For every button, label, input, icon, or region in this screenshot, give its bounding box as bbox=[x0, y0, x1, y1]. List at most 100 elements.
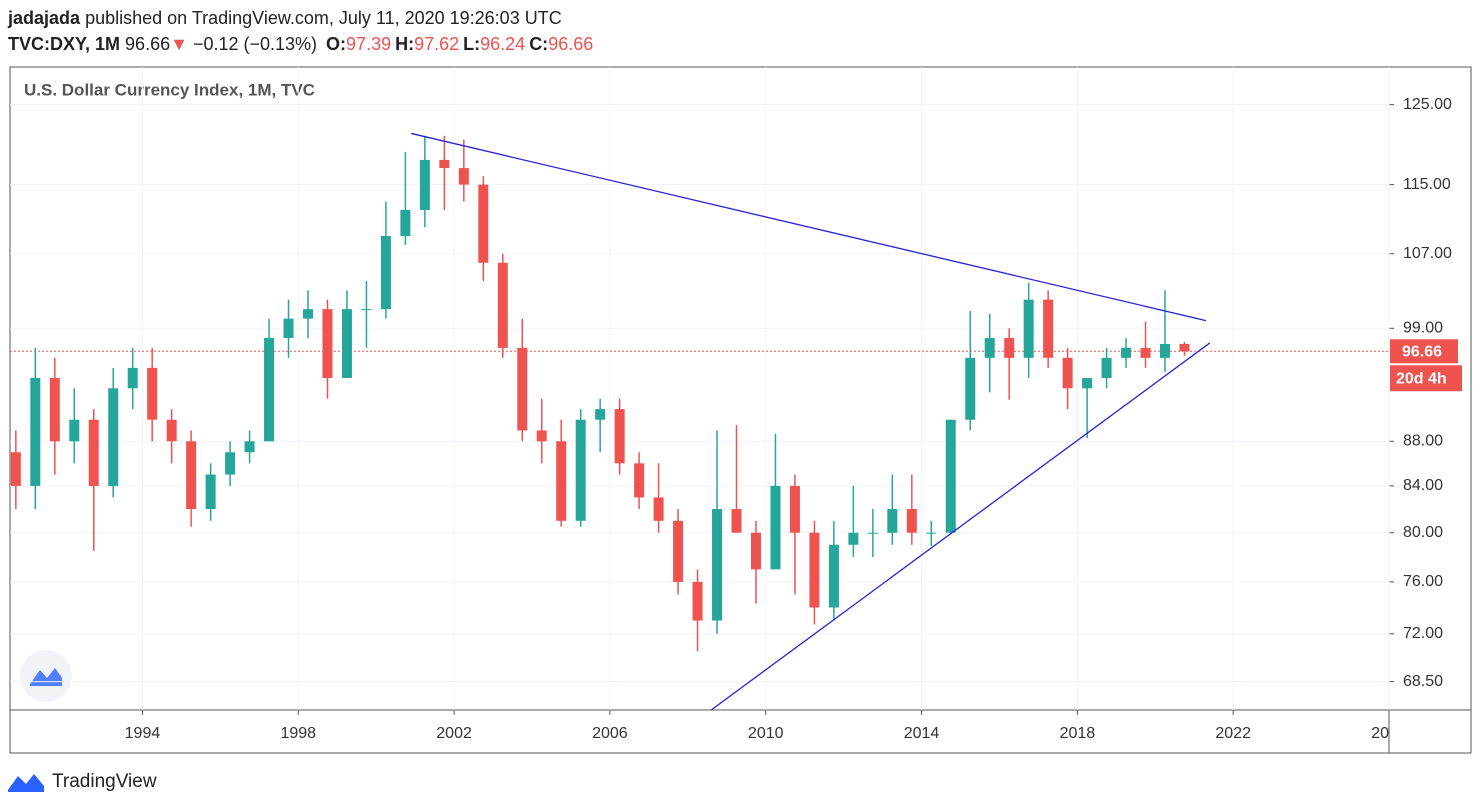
candle-body bbox=[965, 357, 976, 420]
candle-body bbox=[1121, 347, 1132, 358]
candle-body bbox=[205, 474, 216, 510]
candle-body bbox=[497, 262, 508, 348]
candle-body bbox=[809, 532, 820, 608]
x-tick-label: 2018 bbox=[1060, 725, 1096, 742]
trendline bbox=[710, 342, 1211, 710]
candle-body bbox=[10, 452, 21, 486]
candle-body bbox=[1082, 378, 1093, 389]
countdown-box bbox=[1390, 365, 1462, 392]
header-line-1: jadajada published on TradingView.com, J… bbox=[8, 8, 562, 29]
candle-body bbox=[673, 520, 684, 582]
candle-body bbox=[361, 309, 372, 311]
y-tick-label: 107.00 bbox=[1403, 245, 1452, 262]
ohlc-value: 96.66 bbox=[548, 34, 594, 54]
candle-body bbox=[283, 318, 294, 339]
last-price-label: 96.66 bbox=[1402, 343, 1442, 360]
candle-body bbox=[127, 367, 138, 389]
candle-body bbox=[575, 419, 586, 521]
ohlc-label: C: bbox=[529, 34, 549, 54]
candle-body bbox=[30, 378, 41, 486]
x-tick-label: 2022 bbox=[1215, 725, 1251, 742]
ohlc-label: O: bbox=[326, 34, 347, 54]
y-tick-label: 88.00 bbox=[1403, 433, 1443, 450]
candle-body bbox=[1140, 347, 1151, 358]
y-tick-label: 68.50 bbox=[1403, 673, 1443, 690]
candle-body bbox=[536, 430, 547, 442]
candle-body bbox=[478, 184, 489, 263]
y-tick-label: 125.00 bbox=[1403, 96, 1452, 113]
y-tick-label: 115.00 bbox=[1403, 176, 1451, 193]
candle-body bbox=[653, 497, 664, 521]
trendline bbox=[411, 132, 1207, 322]
candle-body bbox=[166, 419, 177, 442]
candle-body bbox=[517, 347, 528, 431]
candle-body bbox=[303, 309, 314, 319]
candle-body bbox=[867, 532, 878, 534]
y-tick-label: 84.00 bbox=[1403, 477, 1443, 494]
logo bbox=[20, 650, 72, 702]
arrow: ▼ bbox=[170, 34, 188, 54]
candle-body bbox=[906, 509, 917, 533]
candle-body bbox=[400, 209, 411, 237]
candle-body bbox=[108, 388, 119, 486]
candle-body bbox=[1160, 343, 1171, 358]
candle-body bbox=[147, 367, 158, 420]
candle-body bbox=[244, 441, 255, 453]
candle-body bbox=[439, 159, 450, 169]
candle-body bbox=[1179, 343, 1190, 352]
candle-body bbox=[750, 532, 761, 570]
x-tick-label: 2026 bbox=[1371, 725, 1407, 742]
candle-body bbox=[419, 159, 430, 210]
last-price-box bbox=[1390, 339, 1458, 364]
brand-icon bbox=[8, 774, 44, 792]
candle-body bbox=[186, 441, 197, 510]
candle-body bbox=[595, 409, 606, 420]
candle-body bbox=[49, 378, 60, 442]
x-tick-label: 2010 bbox=[748, 725, 784, 742]
candle-body bbox=[88, 419, 99, 486]
x-tick-label: 1998 bbox=[280, 725, 316, 742]
candle-body bbox=[458, 168, 469, 185]
candle-body bbox=[225, 452, 236, 475]
frame bbox=[9, 66, 1472, 754]
brand: TradingView bbox=[52, 771, 157, 792]
y-tick-label: 80.00 bbox=[1403, 524, 1443, 541]
candle-body bbox=[341, 309, 352, 379]
symbol: TVC:DXY, 1M bbox=[8, 34, 121, 54]
candle-body bbox=[731, 509, 742, 533]
x-tick-label: 2002 bbox=[436, 725, 472, 742]
candle-body bbox=[322, 309, 333, 379]
ohlc-value: 96.24 bbox=[480, 34, 526, 54]
last: 96.66 bbox=[125, 34, 171, 54]
header-line-2: TVC:DXY, 1M 96.66▼ −0.12 (−0.13%) O:97.3… bbox=[8, 34, 593, 55]
candle-body bbox=[634, 463, 645, 498]
candle-body bbox=[770, 485, 781, 570]
published: published on TradingView.com, July 11, 2… bbox=[85, 8, 562, 28]
candle-body bbox=[1101, 357, 1112, 379]
chart-title: U.S. Dollar Currency Index, 1M, TVC bbox=[24, 80, 315, 99]
candle-body bbox=[945, 419, 956, 533]
y-tick-label: 76.00 bbox=[1403, 573, 1443, 590]
candle-body bbox=[887, 509, 898, 533]
candle-body bbox=[556, 441, 567, 521]
user: jadajada bbox=[8, 8, 81, 28]
candle-body bbox=[789, 485, 800, 533]
ohlc-value: 97.39 bbox=[346, 34, 392, 54]
change: −0.12 (−0.13%) bbox=[192, 34, 318, 54]
x-tick-label: 1994 bbox=[125, 725, 161, 742]
candle-body bbox=[614, 409, 625, 464]
candle-body bbox=[984, 338, 995, 358]
x-tick-label: 2014 bbox=[904, 725, 940, 742]
candle-body bbox=[69, 419, 80, 442]
candle-body bbox=[1062, 357, 1073, 389]
y-tick-label: 72.00 bbox=[1403, 625, 1443, 642]
candle-body bbox=[380, 236, 391, 310]
countdown-label: 20d 4h bbox=[1396, 370, 1447, 387]
candle-body bbox=[828, 544, 839, 608]
x-tick-label: 2006 bbox=[592, 725, 628, 742]
candle-body bbox=[692, 581, 703, 621]
candle-body bbox=[926, 532, 937, 534]
ohlc-label: L: bbox=[463, 34, 481, 54]
